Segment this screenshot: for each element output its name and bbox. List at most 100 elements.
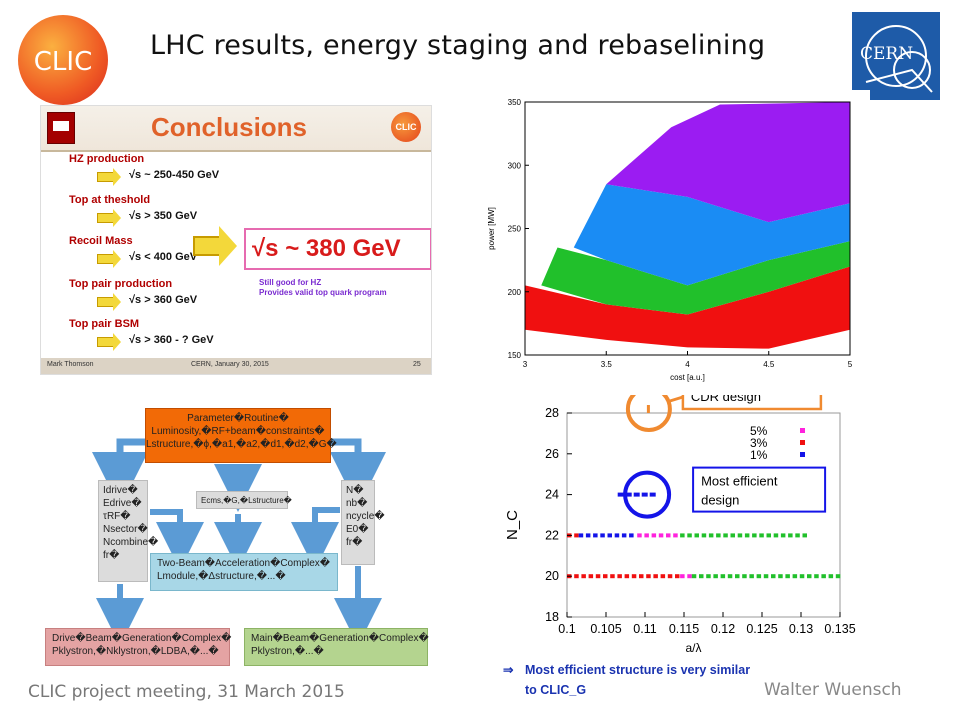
x-axis-label: cost [a.u.] [670,373,705,382]
arrow-top-to-right [330,438,386,508]
efficient-label-2: design [701,493,739,508]
arrow-top-to-left [92,438,148,508]
data-point [624,574,630,579]
data-point [701,533,707,538]
param: Edrive� [103,498,142,509]
conclusion-text: ⇒ Most efficient structure is very simil… [503,660,865,700]
data-point [660,574,666,579]
data-point [687,574,692,579]
power-cost-chart: 3 3.5 4 4.5 5 150 200 250 300 350 cost [a.u.] power… [480,90,870,390]
note-line: Provides valid top quark program [259,288,387,297]
footer-page: 25 [413,361,421,368]
x-axis-label: a/λ [685,641,701,655]
data-point [780,533,786,538]
param: nb� [346,498,368,509]
legend-label: 3% [750,436,768,450]
data-point [585,533,591,538]
power-cost-plot-area [525,102,850,349]
efficient-circle [623,470,672,519]
data-point [600,533,605,538]
main-beam-box: Main�Beam�Generation�Complex� Pklystron,… [244,628,429,666]
y-tick-label: 18 [545,610,559,624]
data-point [680,574,685,579]
data-point [706,574,711,579]
data-point [651,533,657,538]
data-point [744,533,750,538]
yellow-arrow-icon [97,333,121,351]
data-point [595,574,601,579]
data-point [716,533,721,538]
data-point [588,574,594,579]
conclusions-title: Conclusions [151,112,308,142]
yellow-arrow-icon [97,293,121,311]
yellow-arrow-icon [97,209,121,227]
cern-logo-text: CERN [860,44,914,64]
x-tick-label: 5 [848,360,853,369]
implies-arrow-icon: ⇒ [503,663,514,677]
data-point [766,533,771,538]
y-tick-label: 22 [545,528,559,542]
x-tick-label: 0.13 [789,622,813,636]
data-point [792,574,798,579]
x-tick-label: 0.105 [590,622,621,636]
data-point [675,574,680,579]
item-label: Top pair BSM [69,318,140,330]
data-point [835,574,841,579]
data-point [742,574,747,579]
y-tick-label: 200 [508,288,522,297]
x-tick-label: 0.125 [746,622,777,636]
x-tick-label: 3.5 [601,360,613,369]
yellow-arrow-icon [97,250,121,268]
data-point [763,574,769,579]
two-beam-box: Two-Beam�Acceleration�Complex� Lmodule,�… [150,553,338,591]
box-line: Pklystron,�...� [251,646,324,657]
highlight-energy: √s ~ 380 GeV [244,228,431,270]
param: N� [346,485,364,496]
data-point [691,574,697,579]
highlight-note: Still good for HZ Provides valid top qua… [259,278,387,298]
y-tick-label: 26 [545,447,559,461]
legend-swatch [800,428,805,433]
data-point [807,574,812,579]
data-point [603,574,608,579]
data-point [694,533,699,538]
param: E0� [346,524,369,535]
note-line: Still good for HZ [259,278,322,287]
big-yellow-arrow-icon [193,226,237,266]
item-label: Recoil Mass [69,235,133,247]
cdr-point [646,405,650,413]
x-tick-label: 0.1 [558,622,575,636]
data-point [814,574,819,579]
param: Idrive� [103,485,138,496]
cdr-label: CDR design [691,395,761,404]
data-point [727,574,733,579]
data-point [617,574,622,579]
region-blue [573,184,850,286]
data-point [574,574,579,579]
slide-divider [41,150,431,152]
data-point [737,533,743,538]
data-point [687,533,692,538]
data-point [713,574,718,579]
data-point [802,533,807,538]
efficient-label-box [692,466,827,513]
data-point [778,574,783,579]
data-point [673,533,678,538]
data-point [607,533,612,538]
data-point [773,533,779,538]
clic-logo-text: CLIC [33,47,93,77]
data-point [759,533,764,538]
plot-frame [566,412,841,618]
legend-swatch [800,452,805,457]
clic-logo: CLIC [18,15,108,105]
footer-author: Walter Wuensch [764,680,902,700]
data-point [785,574,790,579]
data-point [629,533,634,538]
data-point [788,533,793,538]
data-point [617,492,624,497]
data-point [667,574,673,579]
data-point [799,574,805,579]
region-purple [606,102,850,223]
data-point [644,533,649,538]
